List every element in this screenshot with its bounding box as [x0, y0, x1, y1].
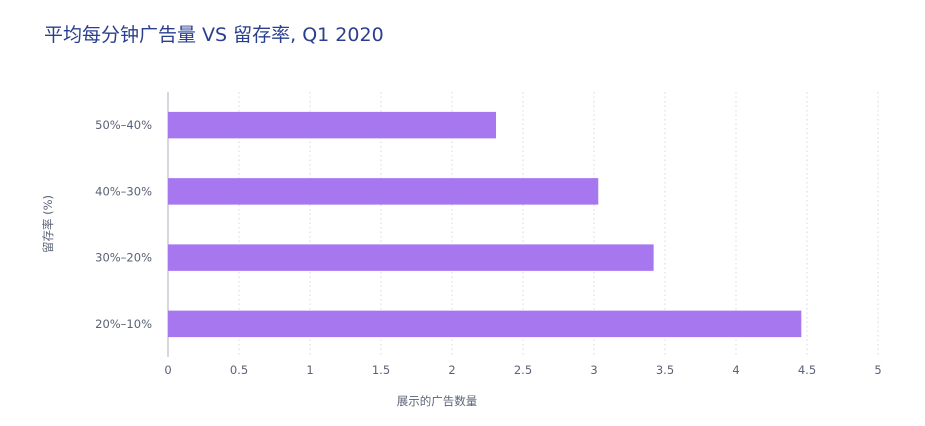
x-tick-label: 4.5: [798, 363, 816, 377]
x-axis-title: 展示的广告数量: [397, 394, 478, 408]
x-tick-label: 3: [590, 363, 597, 377]
bar: [168, 111, 497, 139]
x-tick-labels: 0 0.5 1 1.5 2 2.5 3 3.5 4 4.5 5: [164, 363, 881, 377]
y-tick-label: 40%–30%: [95, 184, 152, 198]
chart-title: 平均每分钟广告量 VS 留存率, Q1 2020: [44, 24, 384, 46]
x-tick-label: 1: [306, 363, 313, 377]
x-tick-label: 5: [874, 363, 881, 377]
bars: [168, 111, 802, 338]
y-tick-label: 30%–20%: [95, 251, 152, 265]
y-axis-title: 留存率 (%): [41, 195, 55, 253]
bar: [168, 178, 599, 205]
bar: [168, 310, 802, 338]
x-tick-label: 4: [732, 363, 739, 377]
x-tick-label: 2: [448, 363, 455, 377]
x-tick-label: 0.5: [230, 363, 248, 377]
x-tick-label: 1.5: [372, 363, 390, 377]
x-tick-label: 0: [164, 363, 171, 377]
y-tick-labels: 50%–40% 40%–30% 30%–20% 20%–10%: [95, 118, 152, 331]
x-tick-label: 3.5: [656, 363, 674, 377]
y-tick-label: 20%–10%: [95, 317, 152, 331]
y-tick-label: 50%–40%: [95, 118, 152, 132]
bar: [168, 244, 654, 271]
x-tick-label: 2.5: [514, 363, 532, 377]
